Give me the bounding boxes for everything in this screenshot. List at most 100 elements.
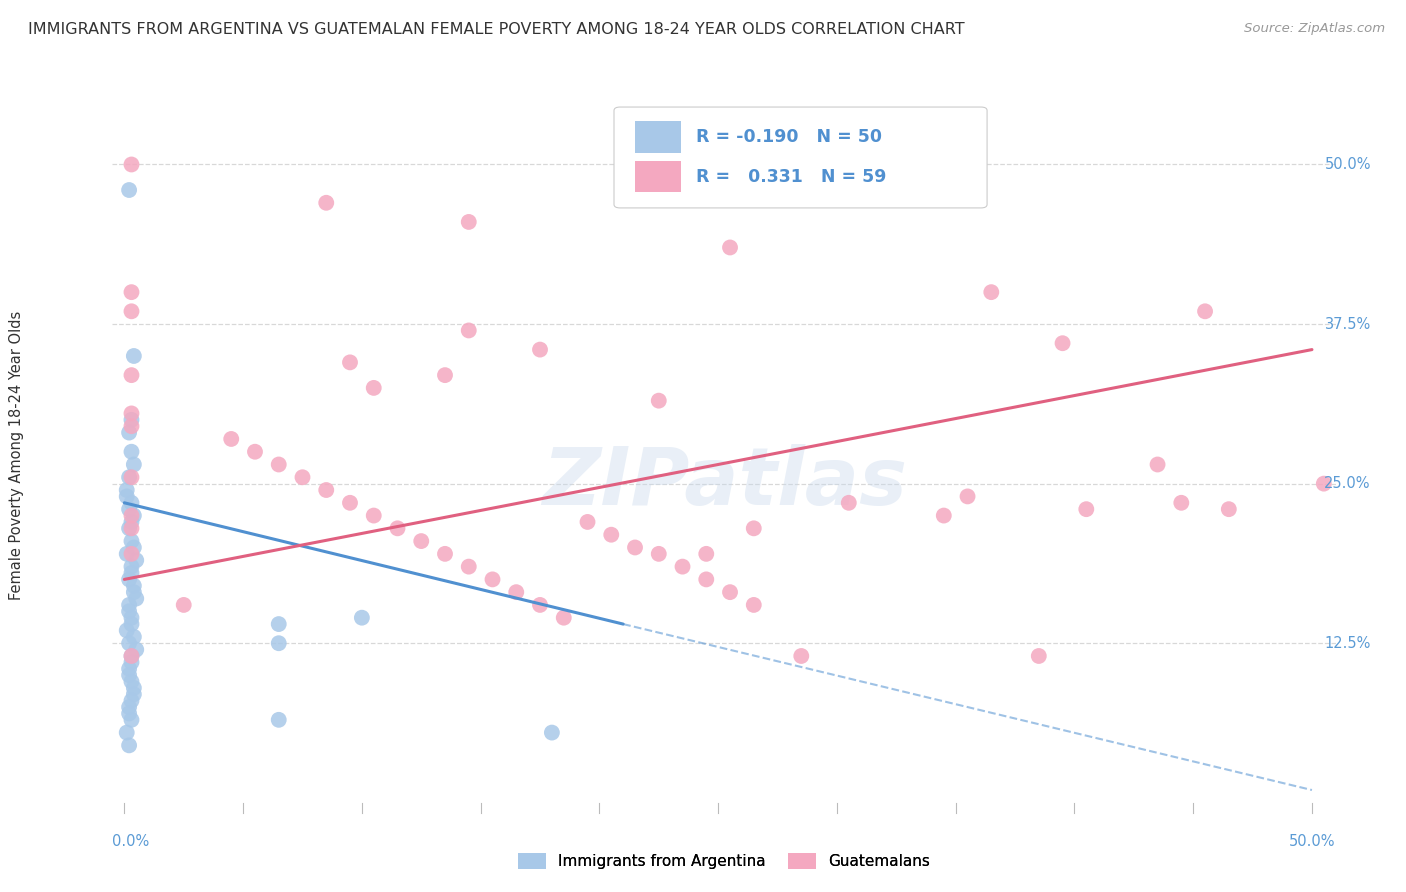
Point (790, 648, 813, 663)
Point (648, 393, 671, 408)
Point (118, 662, 141, 676)
Point (671, 559, 693, 574)
Point (121, 285, 143, 300)
Text: 37.5%: 37.5% (1324, 317, 1371, 332)
Point (980, 285, 1002, 300)
Point (315, 483, 337, 497)
Point (122, 630, 145, 644)
Text: 0.0%: 0.0% (112, 834, 149, 849)
Point (121, 559, 143, 574)
Point (243, 444, 266, 458)
Point (115, 483, 138, 497)
Point (267, 617, 290, 632)
Point (600, 527, 623, 541)
Point (339, 496, 361, 510)
Point (505, 585, 527, 599)
Point (1052, 336, 1074, 351)
Text: Source: ZipAtlas.com: Source: ZipAtlas.com (1244, 22, 1385, 36)
Point (121, 368, 143, 383)
Point (121, 413, 143, 427)
Point (1146, 458, 1168, 472)
Point (121, 694, 143, 708)
Point (121, 674, 143, 689)
FancyBboxPatch shape (634, 161, 682, 193)
Point (122, 579, 145, 593)
Point (267, 458, 290, 472)
Point (267, 636, 290, 650)
Point (125, 553, 148, 567)
Point (434, 368, 457, 383)
Point (121, 515, 143, 529)
Point (118, 706, 141, 721)
Point (118, 425, 141, 440)
Text: 50.0%: 50.0% (1289, 834, 1336, 849)
Point (1194, 304, 1216, 318)
Point (121, 713, 143, 727)
Point (121, 521, 143, 535)
Point (1218, 502, 1240, 516)
Text: R =   0.331   N = 59: R = 0.331 N = 59 (696, 168, 886, 186)
Point (121, 406, 143, 420)
Point (121, 508, 143, 523)
Point (541, 725, 564, 739)
Point (121, 656, 143, 670)
Text: 25.0%: 25.0% (1324, 476, 1371, 491)
Point (122, 687, 145, 701)
Point (115, 490, 138, 504)
Point (122, 508, 145, 523)
Point (339, 355, 361, 369)
Point (121, 566, 143, 580)
Point (481, 573, 503, 587)
Point (624, 541, 647, 555)
Point (457, 323, 479, 337)
Point (695, 573, 717, 587)
Point (267, 713, 290, 727)
Text: IMMIGRANTS FROM ARGENTINA VS GUATEMALAN FEMALE POVERTY AMONG 18-24 YEAR OLDS COR: IMMIGRANTS FROM ARGENTINA VS GUATEMALAN … (28, 22, 965, 37)
Point (838, 496, 860, 510)
Text: 50.0%: 50.0% (1324, 157, 1371, 172)
Point (121, 648, 143, 663)
Point (121, 547, 143, 561)
Point (718, 585, 741, 599)
FancyBboxPatch shape (614, 107, 987, 208)
Point (122, 541, 145, 555)
Point (121, 304, 143, 318)
Point (121, 157, 143, 171)
Point (121, 419, 143, 434)
Point (457, 559, 479, 574)
Text: ZIPatlas: ZIPatlas (541, 443, 907, 522)
Point (387, 521, 409, 535)
Point (315, 195, 337, 210)
Point (742, 598, 765, 612)
Point (576, 515, 599, 529)
Text: Female Poverty Among 18-24 Year Olds: Female Poverty Among 18-24 Year Olds (10, 310, 24, 599)
Point (219, 432, 242, 446)
Point (122, 349, 145, 363)
Point (118, 598, 141, 612)
Point (648, 547, 671, 561)
Point (121, 534, 143, 549)
Point (115, 624, 138, 638)
Point (350, 610, 373, 624)
Point (529, 598, 551, 612)
Point (118, 502, 141, 516)
Point (718, 240, 741, 254)
Text: 12.5%: 12.5% (1324, 636, 1371, 651)
Point (457, 215, 479, 229)
Point (122, 681, 145, 695)
Point (121, 496, 143, 510)
Point (956, 490, 979, 504)
FancyBboxPatch shape (634, 121, 682, 153)
Point (363, 381, 385, 395)
Point (121, 610, 143, 624)
Point (118, 470, 141, 484)
Point (1028, 648, 1050, 663)
Point (411, 534, 433, 549)
Point (363, 508, 385, 523)
Point (118, 573, 141, 587)
Point (695, 547, 717, 561)
Point (434, 547, 457, 561)
Point (118, 668, 141, 682)
Point (1170, 496, 1192, 510)
Text: R = -0.190   N = 50: R = -0.190 N = 50 (696, 128, 882, 146)
